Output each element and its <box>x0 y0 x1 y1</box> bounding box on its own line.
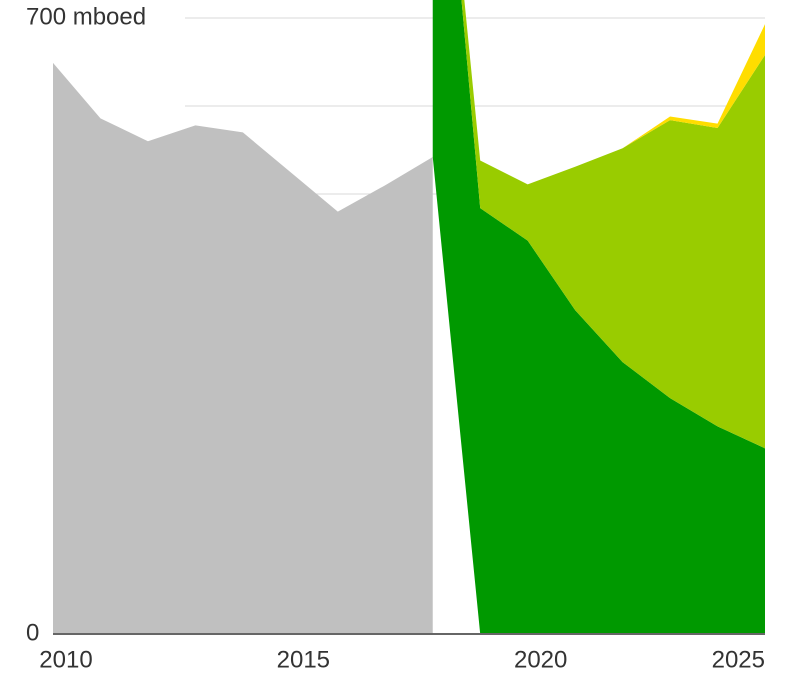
x-tick-label: 2015 <box>277 646 330 673</box>
area <box>53 62 433 634</box>
area <box>432 0 765 634</box>
y-tick-label: 0 <box>26 619 39 646</box>
area <box>461 0 765 449</box>
y-tick-label: 700 mboed <box>26 3 146 30</box>
x-tick-label: 2020 <box>514 646 567 673</box>
x-tick-label: 2010 <box>39 646 92 673</box>
x-tick-label: 2025 <box>712 646 765 673</box>
